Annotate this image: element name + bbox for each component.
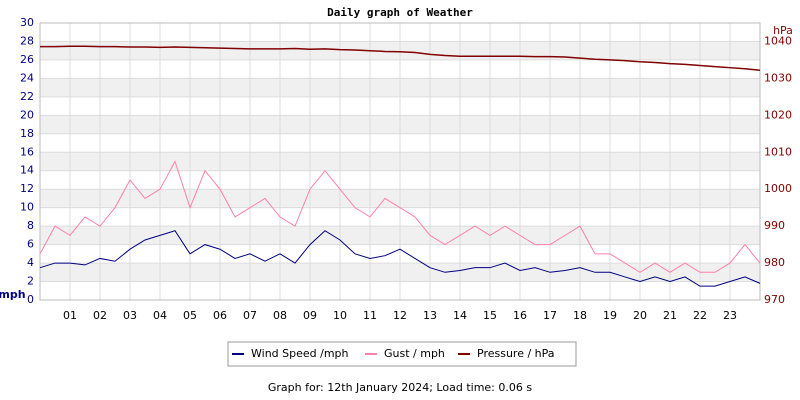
x-tick-label: 06 [213,309,227,322]
y-tick-label: 20 [20,108,34,121]
y2-tick-label: 990 [764,219,785,232]
y2-tick-label: 1030 [764,71,792,84]
y-tick-label: 0 [27,293,34,306]
y-tick-label: 24 [20,71,34,84]
x-tick-label: 20 [633,309,647,322]
legend-label: Gust / mph [384,347,445,360]
y2-tick-label: 970 [764,293,785,306]
x-tick-label: 08 [273,309,287,322]
series-line [39,230,761,287]
series-line [40,45,761,72]
y2-tick-label: 1040 [764,34,792,47]
y-tick-label: 18 [20,127,34,140]
series-line [39,160,761,273]
y-axis-label: mph [0,288,26,301]
x-tick-label: 02 [93,309,107,322]
y2-axis-label: hPa [773,24,793,37]
y-tick-label: 16 [20,145,34,158]
x-tick-label: 18 [573,309,587,322]
x-tick-label: 04 [153,309,167,322]
x-tick-label: 11 [363,309,377,322]
y-tick-label: 6 [27,238,34,251]
x-tick-label: 13 [423,309,437,322]
x-tick-label: 19 [603,309,617,322]
legend-label: Wind Speed /mph [251,347,349,360]
y-tick-label: 4 [27,256,34,269]
y-tick-label: 22 [20,90,34,103]
y-tick-label: 30 [20,16,34,29]
y2-tick-label: 1020 [764,108,792,121]
x-tick-label: 16 [513,309,527,322]
y-tick-label: 12 [20,182,34,195]
x-tick-label: 10 [333,309,347,322]
y-tick-label: 2 [27,275,34,288]
x-tick-label: 03 [123,309,137,322]
y-tick-label: 26 [20,53,34,66]
plot-frame [39,22,761,301]
x-tick-label: 12 [393,309,407,322]
y-tick-label: 8 [27,219,34,232]
y2-tick-label: 1010 [764,145,792,158]
chart-title: Daily graph of Weather [327,6,473,19]
y2-tick-label: 980 [764,256,785,269]
x-tick-label: 17 [543,309,557,322]
x-tick-label: 01 [63,309,77,322]
y-tick-label: 28 [20,34,34,47]
legend-box [227,341,577,367]
x-tick-label: 15 [483,309,497,322]
x-tick-label: 22 [693,309,707,322]
x-tick-label: 14 [453,309,467,322]
legend-label: Pressure / hPa [477,347,555,360]
y-tick-label: 14 [20,164,34,177]
x-tick-label: 05 [183,309,197,322]
y2-tick-label: 1000 [764,182,792,195]
x-tick-label: 23 [723,309,737,322]
y-tick-label: 10 [20,201,34,214]
footer: Graph for: 12th January 2024; Load time:… [268,381,532,394]
x-tick-label: 21 [663,309,677,322]
x-tick-label: 07 [243,309,257,322]
x-tick-label: 09 [303,309,317,322]
